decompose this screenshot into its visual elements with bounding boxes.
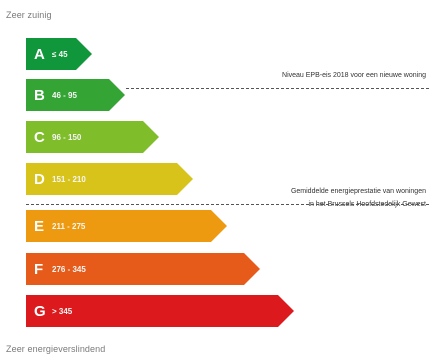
average-performance-note: Gemiddelde energieprestatie van woningen… [291, 185, 426, 211]
energy-class-letter: G [34, 302, 46, 320]
energy-class-g-bar: G > 345 [26, 295, 294, 327]
energy-class-letter: F [34, 260, 44, 278]
energy-class-letter: E [34, 217, 45, 235]
energy-class-range: > 345 [52, 306, 73, 316]
average-performance-note-line1: Gemiddelde energieprestatie van woningen [290, 188, 426, 195]
energy-class-letter: D [34, 170, 45, 188]
energy-class-a-bar: A ≤ 45 [26, 38, 92, 70]
energy-class-range: 151 - 210 [52, 174, 86, 184]
energy-class-range: ≤ 45 [52, 49, 68, 59]
energy-class-letter: A [34, 45, 45, 63]
epb-requirement-note: Niveau EPB-eis 2018 voor een nieuwe woni… [282, 72, 426, 79]
energy-class-f-bar: F 276 - 345 [26, 253, 260, 285]
energy-class-letter: B [34, 86, 45, 104]
epb-requirement-line [126, 88, 429, 89]
scale-bottom-label: Zeer energieverslindend [6, 344, 106, 354]
scale-top-label: Zeer zuinig [6, 10, 52, 20]
energy-class-c-bar: C 96 - 150 [26, 121, 159, 153]
energy-class-e-bar: E 211 - 275 [26, 210, 227, 242]
energy-class-range: 96 - 150 [52, 132, 82, 142]
energy-class-range: 46 - 95 [52, 90, 77, 100]
energy-class-b-bar: B 46 - 95 [26, 79, 125, 111]
average-performance-line [26, 204, 429, 205]
energy-class-d-bar: D 151 - 210 [26, 163, 193, 195]
energy-class-range: 211 - 275 [52, 221, 86, 231]
energy-class-letter: C [34, 128, 45, 146]
energy-class-range: 276 - 345 [52, 264, 86, 274]
